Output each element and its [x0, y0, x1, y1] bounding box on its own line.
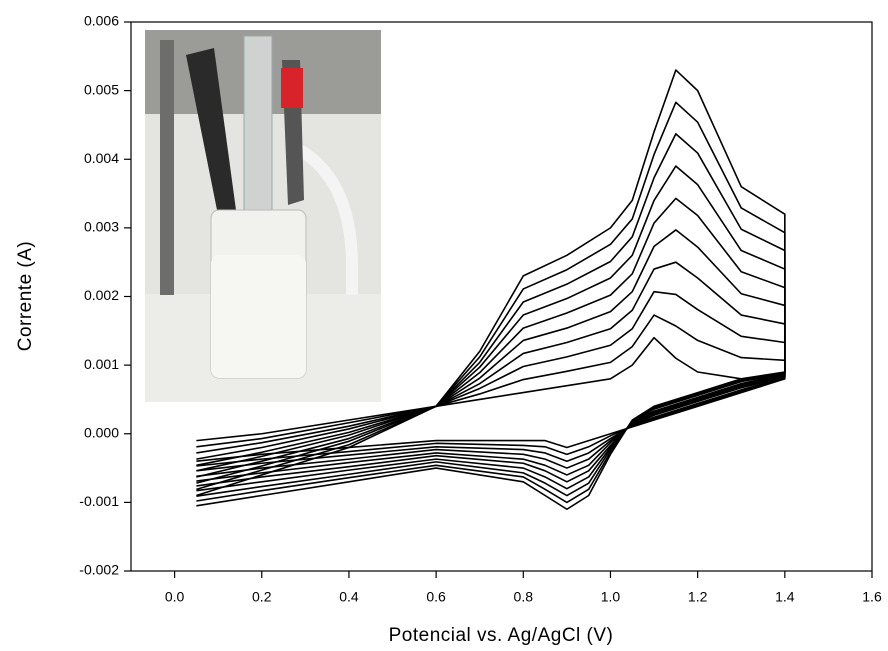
photo-stand [160, 40, 174, 295]
photo-liquid [211, 255, 306, 378]
curves [196, 69, 786, 511]
y-tick-label: 0.006 [84, 13, 119, 29]
y-tick-label: 0.005 [84, 81, 119, 97]
x-tick-label: 1.6 [862, 589, 882, 605]
y-axis-title: Corrente (A) [15, 241, 36, 352]
cv-curve [196, 69, 786, 511]
inset-photo [145, 30, 381, 402]
x-tick-label: 1.2 [688, 589, 708, 605]
y-tick-label: 0.002 [84, 287, 119, 303]
y-tick-label: 0.000 [84, 424, 119, 440]
x-tick-label: 0.6 [426, 589, 446, 605]
x-tick-label: 0.2 [252, 589, 272, 605]
x-tick-label: 0.0 [165, 589, 185, 605]
photo-tube [296, 144, 358, 295]
y-tick-label: -0.001 [79, 493, 119, 509]
x-tick-label: 1.4 [775, 589, 795, 605]
x-tick-label: 0.8 [514, 589, 534, 605]
y-tick-label: -0.002 [79, 562, 119, 578]
x-tick-label: 0.4 [339, 589, 359, 605]
x-axis-title: Potencial vs. Ag/AgCl (V) [389, 625, 614, 646]
x-tick-label: 1.0 [601, 589, 621, 605]
y-tick-label: 0.004 [84, 150, 119, 166]
y-tick-label: 0.001 [84, 356, 119, 372]
photo-clip-red [281, 68, 303, 108]
y-tick-label: 0.003 [84, 219, 119, 235]
photo-clip-black [186, 48, 236, 215]
